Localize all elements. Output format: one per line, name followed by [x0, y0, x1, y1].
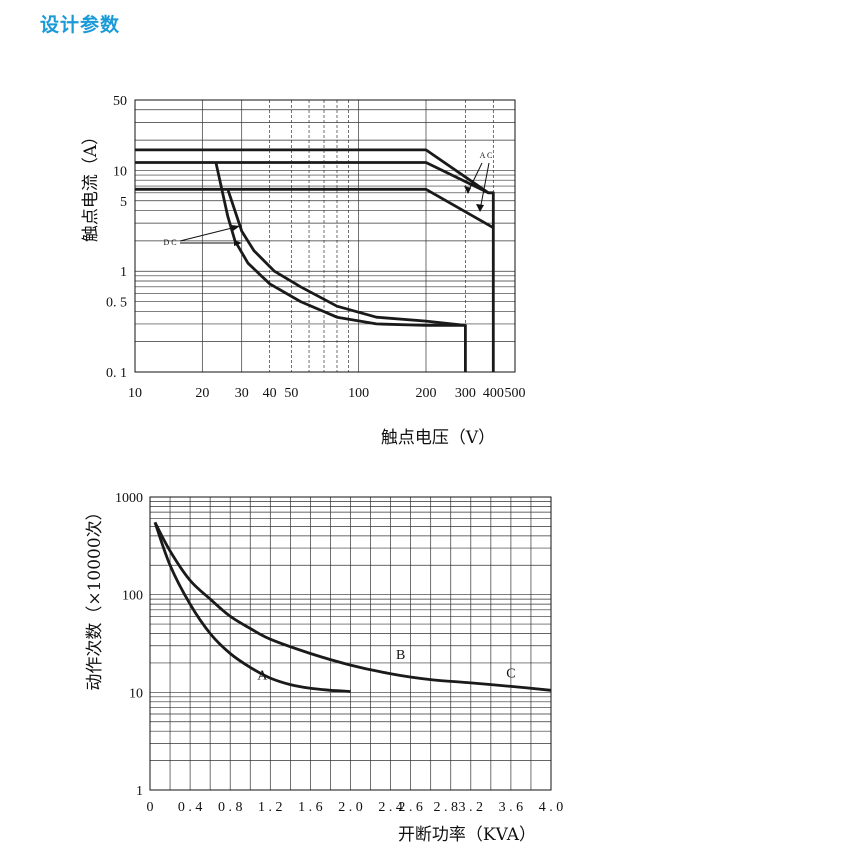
y-tick-label: 5	[120, 195, 127, 210]
chart2-x-ticks: 0 0 . 4 0 . 8 1 . 2 1 . 6 2 . 0 2 . 42 . 6 2 . …	[147, 800, 564, 815]
y-tick-label: 10	[113, 164, 127, 179]
series-line-2	[135, 161, 489, 195]
x-tick-label: 3 . 2	[459, 800, 484, 815]
y-tick-label: 0. 5	[106, 296, 127, 311]
x-tick-label: 0 . 8	[218, 800, 243, 815]
chart1-series	[135, 148, 495, 372]
series-line-5	[226, 188, 466, 327]
x-tick-label: 500	[505, 386, 526, 401]
pointer-line	[467, 162, 483, 193]
x-tick-label: 200	[415, 386, 436, 401]
chart1-y-ticks: 0. 1 0. 5 1 5 10 50	[106, 94, 127, 381]
series-line-4	[214, 162, 467, 372]
y-tick-label: 10	[129, 686, 143, 701]
pointer-line	[479, 162, 490, 211]
chart2-frame	[149, 496, 552, 791]
contact-current-voltage-chart: 10 20 30 40 50 100 200 300 400 500 0. 1 0. 5 1 5 10 50…	[81, 94, 526, 448]
y-tick-label: 1	[136, 784, 143, 799]
x-tick-label: 2 . 0	[338, 800, 363, 815]
x-tick-label: 2 . 8	[433, 800, 458, 815]
x-tick-label: 0	[147, 800, 154, 815]
x-tick-label: 30	[235, 386, 249, 401]
x-tick-label: 4 . 0	[539, 800, 564, 815]
curve-label-a: A	[257, 669, 268, 684]
chart2-curve-labels: A B C	[257, 648, 515, 684]
arrowhead	[464, 186, 471, 194]
chart2-grid	[150, 497, 551, 791]
chart2-y-ticks: 1 10 100 1000	[115, 491, 143, 799]
chart2-x-axis-title: 开断功率（KVA）	[398, 825, 536, 845]
curve-label-b: B	[396, 648, 405, 663]
x-tick-label: 0 . 4	[178, 800, 203, 815]
chart2-series	[153, 521, 552, 693]
y-tick-label: 100	[122, 589, 143, 604]
x-tick-label: 400	[483, 386, 504, 401]
x-tick-label: 300	[455, 386, 476, 401]
x-tick-label: 1 . 2	[258, 800, 283, 815]
curve-label-c: C	[506, 666, 515, 681]
page-title: 设计参数	[40, 14, 121, 36]
x-tick-label: 50	[284, 386, 298, 401]
x-tick-label: 1 . 6	[298, 800, 323, 815]
x-tick-label: 3 . 6	[499, 800, 524, 815]
arrowhead	[234, 240, 242, 246]
chart1-annotations: A C D C	[163, 151, 492, 247]
chart2-y-axis-title: 动作次数（×10000次）	[85, 503, 105, 690]
series-line-3	[135, 187, 494, 229]
x-tick-label: 2 . 6	[398, 800, 423, 815]
y-tick-label: 0. 1	[106, 366, 127, 381]
curve-a	[153, 521, 351, 693]
chart1-y-axis-title: 触点电流（A）	[81, 128, 101, 242]
arrowhead	[476, 204, 484, 212]
x-tick-label: 100	[348, 386, 369, 401]
chart1-frame	[134, 99, 516, 373]
arrowhead	[231, 225, 240, 231]
x-tick-label: 20	[195, 386, 209, 401]
y-tick-label: 1000	[115, 491, 143, 506]
pointer-line	[179, 226, 237, 242]
annotation-ac: A C	[480, 151, 493, 160]
annotation-dc: D C	[163, 238, 176, 247]
curve-b	[153, 521, 552, 692]
x-tick-label: 40	[263, 386, 277, 401]
x-tick-label: 10	[128, 386, 142, 401]
y-tick-label: 50	[113, 94, 127, 109]
chart1-x-axis-title: 触点电压（V）	[381, 428, 495, 448]
chart1-x-ticks: 10 20 30 40 50 100 200 300 400 500	[128, 386, 526, 401]
x-tick-label: 2 . 4	[378, 800, 403, 815]
y-tick-label: 1	[120, 265, 127, 280]
